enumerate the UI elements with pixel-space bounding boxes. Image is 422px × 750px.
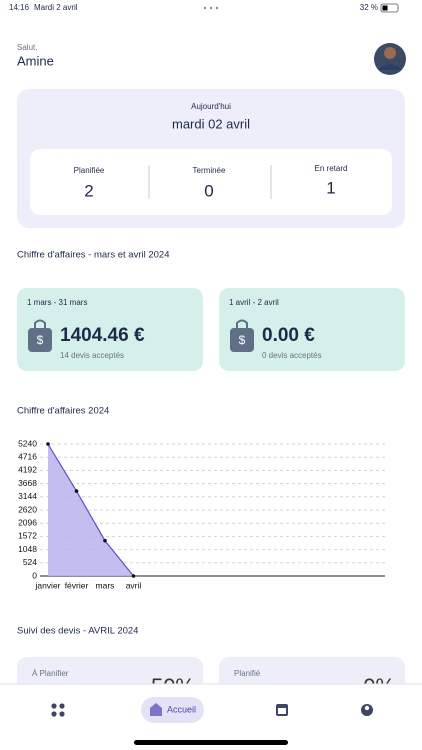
- stat-label: Terminée: [193, 166, 226, 175]
- money-bag-icon: $: [230, 319, 254, 352]
- salutation: Salut,: [17, 43, 37, 52]
- status-dots: [203, 6, 219, 10]
- today-date: mardi 02 avril: [172, 116, 250, 131]
- today-label: Aujourd'hui: [191, 102, 231, 111]
- revenue-card: [17, 288, 203, 371]
- x-tick-label: janvier: [34, 580, 60, 590]
- x-tick-label: février: [65, 580, 89, 590]
- svg-text:$: $: [239, 333, 246, 347]
- x-tick-label: mars: [96, 580, 115, 590]
- y-tick-label: 1572: [18, 531, 37, 541]
- status-battery: 32 %: [360, 3, 378, 12]
- quote-label: Planifié: [234, 669, 261, 678]
- quote-label: À Planifier: [32, 669, 69, 678]
- point: [46, 442, 50, 446]
- stat-label: En retard: [315, 164, 348, 173]
- y-tick-label: 4192: [18, 465, 37, 475]
- revenue-period: 1 mars - 31 mars: [27, 298, 87, 307]
- y-tick-label: 3144: [18, 491, 37, 501]
- revenue-period: 1 avril - 2 avril: [229, 298, 279, 307]
- tab-bar: [0, 684, 422, 750]
- home-icon: [150, 703, 162, 716]
- point: [74, 489, 79, 493]
- battery-icon: [380, 3, 399, 13]
- stat-value: 1: [326, 178, 335, 197]
- tab-calendar[interactable]: [276, 704, 288, 716]
- point: [131, 574, 136, 578]
- revenue-card: [219, 288, 405, 371]
- svg-text:$: $: [37, 333, 44, 347]
- revenue-note: 14 devis acceptés: [60, 351, 124, 360]
- y-tick-label: 1048: [18, 544, 37, 554]
- status-time: 14:16: [9, 3, 30, 12]
- area: [48, 444, 134, 576]
- user-name: Amine: [17, 53, 54, 68]
- y-tick-label: 5240: [18, 438, 37, 448]
- y-tick-label: 0: [32, 570, 37, 580]
- x-tick-label: avril: [126, 580, 142, 590]
- stat-label: Planifiée: [74, 166, 105, 175]
- tab-label: Accueil: [167, 704, 196, 714]
- tab-dashboard[interactable]: [51, 703, 65, 717]
- stat-value: 2: [84, 181, 93, 200]
- y-tick-label: 3668: [18, 478, 37, 488]
- money-bag-icon: $: [28, 319, 52, 352]
- chart-title: Chiffre d'affaires 2024: [17, 406, 109, 417]
- y-tick-label: 4716: [18, 451, 37, 461]
- chart: 0 524 1048 1572 2096 2620 3144 3668 4192 4716 5240…: [18, 438, 385, 590]
- section-title: Suivi des devis - AVRIL 2024: [17, 626, 138, 637]
- section-title: Chiffre d'affaires - mars et avril 2024: [17, 250, 169, 261]
- revenue-note: 0 devis acceptés: [262, 351, 322, 360]
- tab-profile[interactable]: [361, 704, 373, 716]
- stats-card: [30, 149, 392, 215]
- point: [103, 538, 107, 543]
- y-tick-label: 2620: [18, 504, 37, 514]
- status-date: Mardi 2 avril: [34, 3, 78, 12]
- y-tick-label: 524: [23, 557, 37, 567]
- home-indicator: [134, 740, 288, 745]
- stat-value: 0: [204, 181, 213, 200]
- avatar[interactable]: [374, 43, 406, 75]
- revenue-amount: 0.00 €: [262, 325, 315, 346]
- tab-home[interactable]: [141, 697, 204, 723]
- line: [47, 443, 134, 577]
- revenue-amount: 1404.46 €: [60, 325, 145, 346]
- y-tick-label: 2096: [18, 517, 37, 527]
